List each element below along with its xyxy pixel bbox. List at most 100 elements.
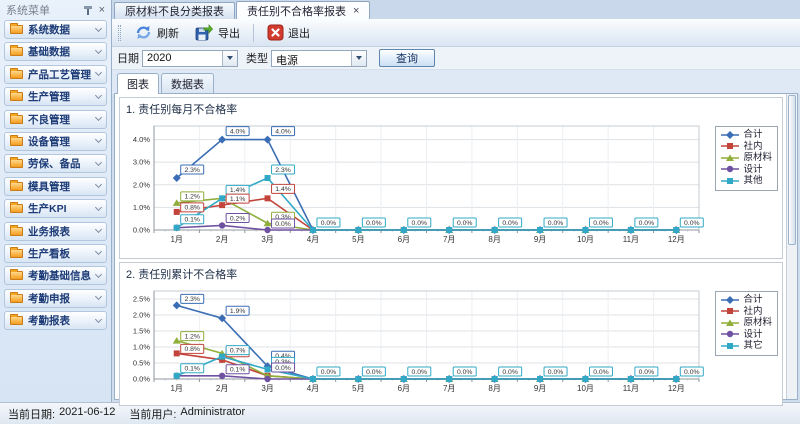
legend-item: 其它 bbox=[720, 340, 772, 352]
svg-text:11月: 11月 bbox=[623, 235, 639, 244]
sidebar-header: 系统菜单 × bbox=[0, 0, 111, 20]
sidebar-item-production-board[interactable]: 生产看板 bbox=[4, 243, 107, 263]
tab-datatable[interactable]: 数据表 bbox=[161, 73, 214, 94]
status-user-label: 当前用户: bbox=[129, 408, 177, 421]
status-date-value: 2021-06-12 bbox=[59, 405, 116, 418]
svg-text:0.0%: 0.0% bbox=[548, 220, 564, 227]
svg-text:0.0%: 0.0% bbox=[366, 220, 382, 227]
sidebar-item-system-data[interactable]: 系统数据 bbox=[4, 20, 107, 39]
pin-icon[interactable] bbox=[83, 5, 92, 15]
svg-text:0.0%: 0.0% bbox=[321, 220, 337, 227]
toolbar-grip[interactable] bbox=[118, 24, 121, 41]
date-combo-value: 2020 bbox=[147, 51, 172, 64]
legend-item: 合计 bbox=[720, 294, 772, 306]
vertical-scrollbar[interactable] bbox=[786, 94, 797, 399]
chevron-down-icon bbox=[94, 69, 103, 77]
svg-text:0.5%: 0.5% bbox=[133, 359, 150, 368]
type-combo[interactable]: 电源 bbox=[271, 49, 367, 67]
sidebar-item-production-mgmt[interactable]: 生产管理 bbox=[4, 87, 107, 107]
sidebar-item-equipment-mgmt[interactable]: 设备管理 bbox=[4, 131, 107, 151]
tab-close-icon[interactable]: × bbox=[353, 4, 360, 17]
exit-icon bbox=[267, 24, 284, 41]
sidebar-item-label: 不良管理 bbox=[28, 113, 70, 126]
data-label bbox=[271, 362, 296, 373]
data-label bbox=[225, 126, 250, 137]
series-line-4 bbox=[176, 355, 677, 380]
sidebar-item-base-data[interactable]: 基础数据 bbox=[4, 42, 107, 62]
tab-raw-material-defect-report[interactable]: 原材料不良分类报表 bbox=[114, 2, 235, 19]
exit-button[interactable]: 退出 bbox=[259, 21, 318, 44]
chevron-down-icon bbox=[94, 46, 103, 54]
export-button[interactable]: 导出 bbox=[187, 21, 248, 44]
combo-dropdown-icon[interactable] bbox=[351, 50, 366, 66]
exit-label: 退出 bbox=[288, 27, 310, 40]
svg-text:0.0%: 0.0% bbox=[502, 369, 518, 376]
svg-text:1.9%: 1.9% bbox=[230, 308, 246, 315]
sidebar-item-label: 考勤报表 bbox=[28, 315, 70, 328]
date-filter-label: 日期 bbox=[117, 53, 139, 65]
series-line-4 bbox=[176, 177, 677, 231]
chevron-down-icon bbox=[94, 114, 103, 122]
sidebar-item-business-reports[interactable]: 业务报表 bbox=[4, 221, 107, 241]
svg-text:2月: 2月 bbox=[216, 235, 228, 244]
sidebar-item-label: 模具管理 bbox=[28, 180, 70, 193]
toolbar: 刷新 导出 退出 bbox=[112, 19, 800, 47]
sidebar-item-attendance-base[interactable]: 考勤基础信息 bbox=[4, 266, 107, 286]
combo-dropdown-icon[interactable] bbox=[222, 50, 237, 66]
sidebar-item-labor-supplies[interactable]: 劳保、备品 bbox=[4, 154, 107, 174]
sidebar-item-label: 生产KPI bbox=[28, 203, 67, 216]
data-label bbox=[316, 217, 341, 228]
legend-item: 社内 bbox=[720, 306, 772, 318]
folder-icon bbox=[10, 314, 23, 326]
svg-text:0.0%: 0.0% bbox=[593, 369, 609, 376]
svg-text:1月: 1月 bbox=[170, 384, 182, 393]
data-label bbox=[407, 366, 432, 377]
svg-text:0.0%: 0.0% bbox=[548, 369, 564, 376]
cumulative-chart-section: 2. 责任别累计不合格率 0.0% 0.5% 1.0% 1.5% 2.0% 2.5% 1月 2… bbox=[119, 262, 783, 406]
svg-text:0.0%: 0.0% bbox=[593, 220, 609, 227]
svg-text:0.7%: 0.7% bbox=[230, 347, 246, 354]
date-combo[interactable]: 2020 bbox=[142, 49, 238, 67]
svg-text:0.0%: 0.0% bbox=[502, 220, 518, 227]
sidebar-item-attendance-apply[interactable]: 考勤申报 bbox=[4, 288, 107, 308]
sidebar-item-defect-mgmt[interactable]: 不良管理 bbox=[4, 109, 107, 129]
tab-responsibility-defect-rate-report[interactable]: 责任别不合格率报表 × bbox=[236, 1, 371, 19]
folder-icon bbox=[10, 45, 23, 57]
query-button[interactable]: 查询 bbox=[379, 49, 435, 67]
data-label bbox=[271, 183, 296, 194]
data-label bbox=[225, 364, 250, 375]
data-label bbox=[316, 366, 341, 377]
chart-area: 1. 责任别每月不合格率 0.0% 1.0% 2.0% 3.0% 4.0% 1月 2月 3月 4… bbox=[115, 94, 786, 406]
sidebar-item-production-kpi[interactable]: 生产KPI bbox=[4, 199, 107, 219]
sidebar-item-product-process[interactable]: 产品工艺管理 bbox=[4, 64, 107, 84]
sidebar-item-mold-mgmt[interactable]: 模具管理 bbox=[4, 176, 107, 196]
chevron-down-icon bbox=[94, 91, 103, 99]
svg-text:0.0%: 0.0% bbox=[321, 369, 337, 376]
svg-text:1.2%: 1.2% bbox=[184, 194, 200, 201]
data-label bbox=[225, 212, 250, 223]
tab-chart[interactable]: 图表 bbox=[117, 73, 159, 94]
svg-text:0.8%: 0.8% bbox=[184, 205, 200, 212]
svg-text:7月: 7月 bbox=[443, 384, 455, 393]
svg-text:8月: 8月 bbox=[488, 384, 500, 393]
svg-text:9月: 9月 bbox=[534, 235, 546, 244]
data-label bbox=[180, 214, 205, 225]
sidebar-close-icon[interactable]: × bbox=[98, 3, 105, 16]
cumulative-defect-rate-chart: 0.0% 0.5% 1.0% 1.5% 2.0% 2.5% 1月 2月 3月 4月 5月 6月 7月 8月… bbox=[133, 290, 704, 393]
scrollbar-thumb[interactable] bbox=[788, 95, 796, 245]
sidebar-title: 系统菜单 bbox=[6, 5, 50, 17]
data-label bbox=[225, 305, 250, 316]
svg-text:0.0%: 0.0% bbox=[366, 369, 382, 376]
sidebar-item-attendance-reports[interactable]: 考勤报表 bbox=[4, 311, 107, 331]
svg-text:11月: 11月 bbox=[623, 384, 639, 393]
legend-item: 其他 bbox=[720, 175, 772, 187]
type-combo-value: 电源 bbox=[276, 54, 298, 67]
chevron-down-icon bbox=[94, 24, 103, 32]
cumulative-chart-legend: 合计 社内 原材料 设计 其它 bbox=[715, 291, 778, 356]
svg-text:0.1%: 0.1% bbox=[230, 367, 246, 374]
refresh-button[interactable]: 刷新 bbox=[126, 21, 187, 44]
svg-text:2.0%: 2.0% bbox=[133, 180, 150, 189]
sidebar-item-label: 基础数据 bbox=[28, 46, 70, 59]
folder-icon bbox=[10, 90, 23, 102]
